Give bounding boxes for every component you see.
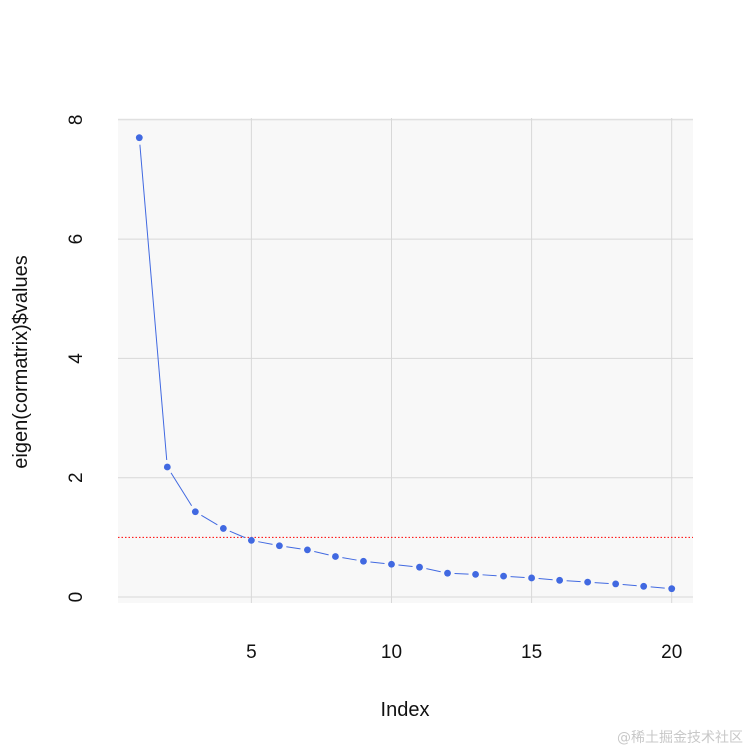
line-segment-11 bbox=[426, 568, 441, 573]
data-point-9 bbox=[360, 557, 367, 565]
data-point-4 bbox=[219, 525, 227, 532]
line-segment-19 bbox=[650, 586, 665, 589]
x-tick-label-20: 20 bbox=[661, 642, 682, 663]
line-segment-15 bbox=[538, 578, 553, 581]
line-segment-5 bbox=[258, 541, 273, 545]
data-point-17 bbox=[584, 578, 592, 586]
line-segment-10 bbox=[398, 564, 413, 567]
data-point-13 bbox=[472, 570, 479, 578]
y-axis-title: eigen(cormatrix)$values bbox=[10, 255, 32, 468]
data-point-6 bbox=[276, 542, 283, 550]
line-segment-18 bbox=[622, 584, 637, 587]
y-tick-labels: 0 2 4 6 8 bbox=[66, 115, 87, 603]
y-tick-label-4: 4 bbox=[66, 353, 87, 364]
data-point-18 bbox=[612, 580, 620, 588]
data-point-19 bbox=[640, 582, 648, 590]
data-point-14 bbox=[500, 572, 507, 580]
y-tick-label-0: 0 bbox=[66, 592, 87, 603]
grid-lines bbox=[118, 118, 693, 603]
data-point-1 bbox=[135, 134, 143, 142]
y-tick-label-2: 2 bbox=[66, 472, 87, 483]
line-segment-12 bbox=[454, 572, 469, 575]
watermark-text: @稀土掘金技术社区 bbox=[617, 730, 743, 746]
line-segment-9 bbox=[370, 561, 385, 564]
data-point-5 bbox=[247, 536, 255, 544]
y-tick-label-8: 8 bbox=[66, 115, 87, 126]
line-segment-8 bbox=[342, 557, 357, 561]
line-segment-2 bbox=[170, 472, 193, 507]
line-segment-17 bbox=[594, 582, 609, 584]
data-point-16 bbox=[556, 576, 564, 584]
data-point-10 bbox=[388, 560, 395, 568]
data-point-20 bbox=[668, 585, 676, 593]
x-axis-title: Index bbox=[381, 699, 430, 721]
data-point-2 bbox=[163, 463, 171, 471]
plot-panel bbox=[118, 118, 693, 603]
data-point-3 bbox=[191, 508, 199, 516]
line-segment-6 bbox=[286, 546, 301, 550]
y-tick-label-6: 6 bbox=[66, 234, 87, 245]
x-tick-label-10: 10 bbox=[381, 642, 402, 663]
line-segment-16 bbox=[566, 580, 581, 583]
series-line-layer bbox=[139, 144, 665, 589]
line-segment-13 bbox=[482, 574, 497, 577]
series-points bbox=[135, 134, 676, 593]
x-tick-label-15: 15 bbox=[521, 642, 542, 663]
line-segment-14 bbox=[510, 576, 525, 578]
data-point-15 bbox=[528, 574, 535, 582]
data-point-8 bbox=[332, 553, 339, 560]
x-tick-label-5: 5 bbox=[246, 642, 257, 663]
data-point-12 bbox=[444, 569, 451, 577]
data-point-7 bbox=[304, 546, 311, 554]
line-segment-1 bbox=[139, 144, 168, 461]
line-segment-3 bbox=[201, 514, 218, 526]
data-point-11 bbox=[416, 563, 423, 571]
line-segment-4 bbox=[229, 530, 246, 539]
x-tick-labels: 5 10 15 20 bbox=[246, 642, 682, 663]
line-segment-7 bbox=[314, 551, 329, 556]
